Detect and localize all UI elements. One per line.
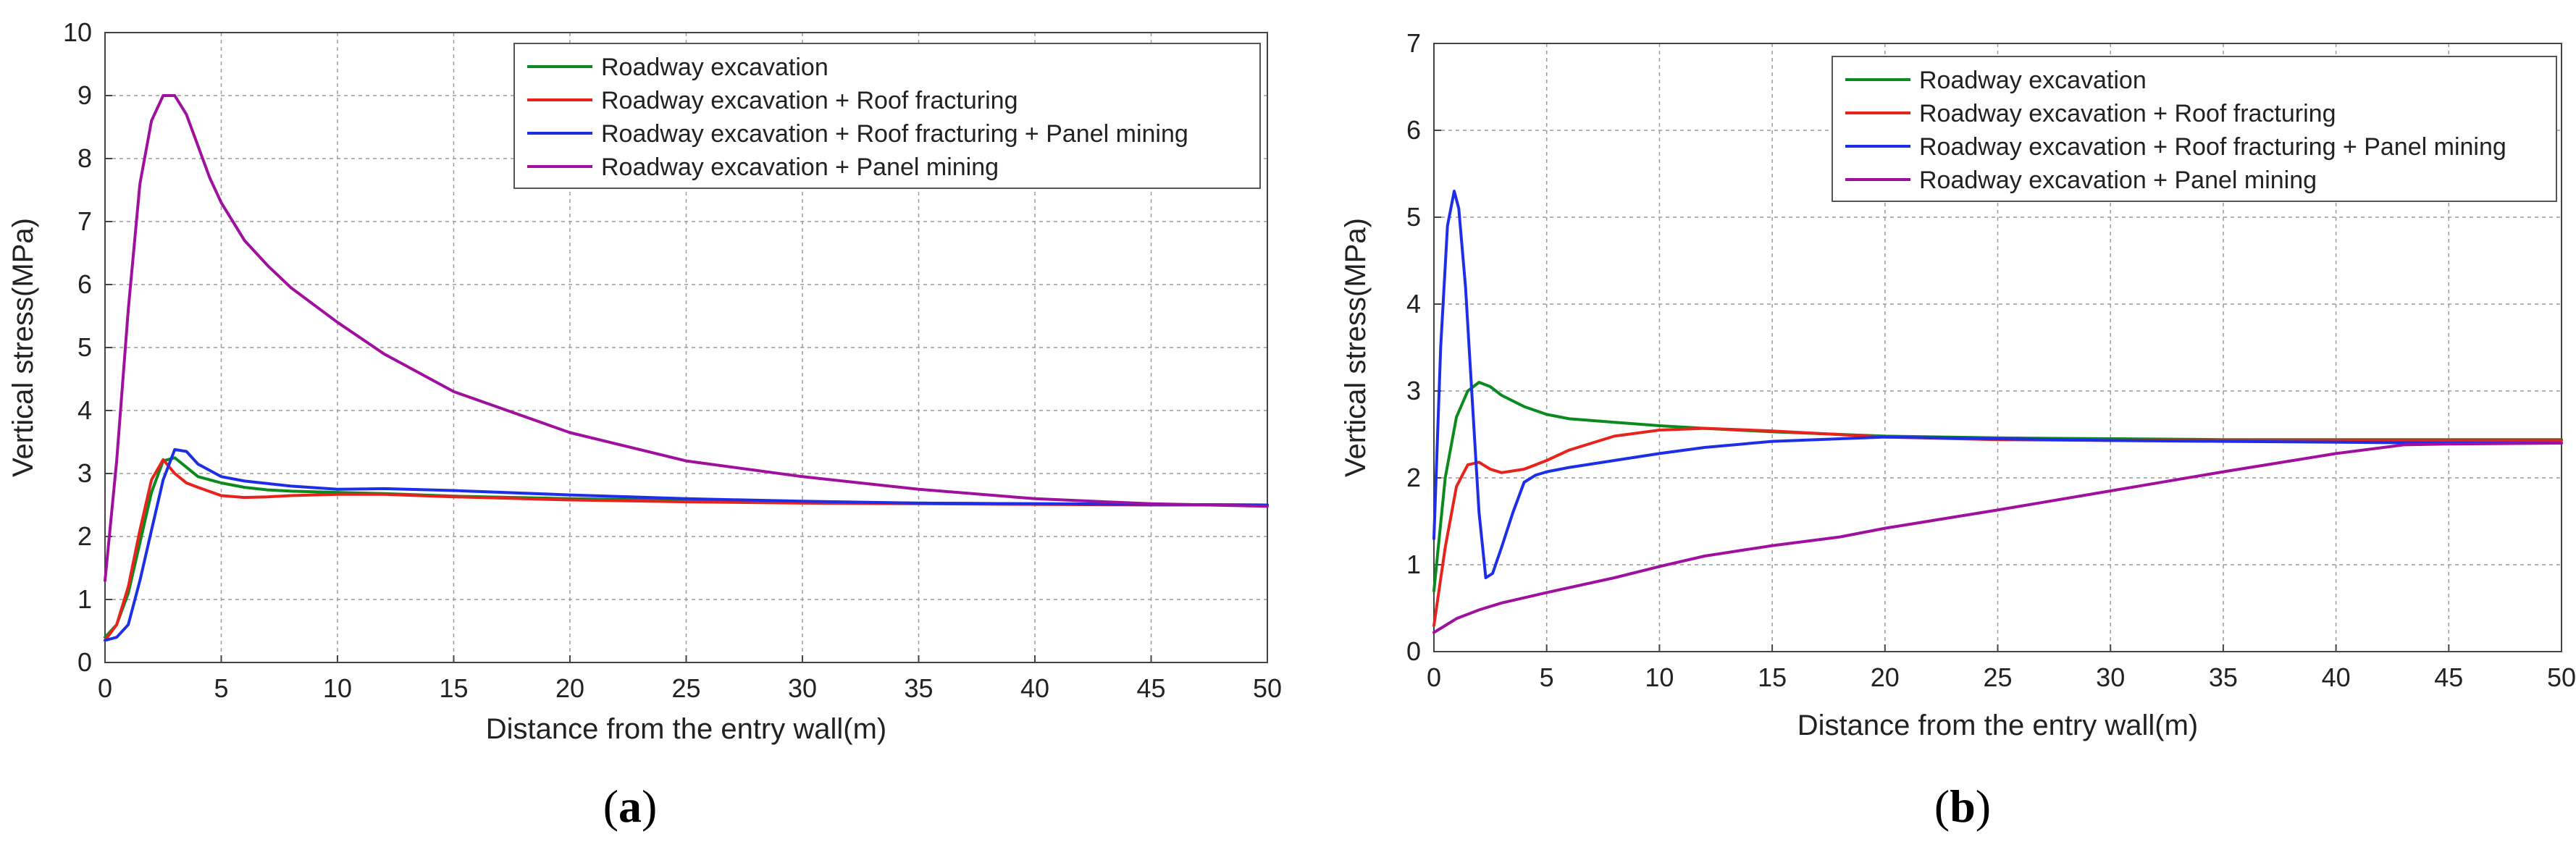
series-line-2 <box>104 458 1269 642</box>
y-axis-label: Vertical stress(MPa) <box>7 218 39 477</box>
x-tick-label: 10 <box>1645 662 1674 692</box>
x-tick-label: 20 <box>555 673 584 703</box>
legend-entry-2: Roadway excavation + Roof fracturing <box>601 87 1018 114</box>
x-tick-label: 10 <box>323 673 352 703</box>
x-tick-label: 20 <box>1871 662 1900 692</box>
legend-box <box>1832 56 2557 202</box>
x-tick-label: 25 <box>1983 662 2012 692</box>
y-tick-label: 0 <box>1406 636 1421 666</box>
x-tick-label: 15 <box>1758 662 1787 692</box>
x-tick-label: 0 <box>1427 662 1441 692</box>
x-tick-label: 0 <box>98 673 112 703</box>
caption-open-paren: ( <box>1934 780 1950 832</box>
legend-entry-1: Roadway excavation <box>1919 67 2147 94</box>
caption-close-paren: ) <box>1976 780 1991 832</box>
y-tick-label: 1 <box>77 584 92 614</box>
y-tick-label: 4 <box>77 395 92 425</box>
y-tick-label: 6 <box>1406 115 1421 145</box>
x-tick-label: 5 <box>1540 662 1554 692</box>
y-tick-label: 2 <box>1406 463 1421 492</box>
x-tick-label: 45 <box>1136 673 1165 703</box>
y-tick-label: 6 <box>77 269 92 299</box>
caption-open-paren: ( <box>603 780 618 832</box>
chart-a: 0 5 10 15 20 25 30 35 40 45 50012345678910Distance… <box>7 17 1282 832</box>
x-tick-label: 30 <box>788 673 817 703</box>
y-tick-label: 8 <box>77 143 92 173</box>
x-tick-label: 50 <box>1253 673 1282 703</box>
legend-entry-4: Roadway excavation + Panel mining <box>601 153 999 181</box>
legend-entry-2: Roadway excavation + Roof fracturing <box>1919 100 2336 127</box>
legend-entry-4: Roadway excavation + Panel mining <box>1919 167 2317 194</box>
caption-letter: a <box>618 780 642 832</box>
legend-entry-3: Roadway excavation + Roof fracturing + P… <box>1919 133 2506 161</box>
y-tick-label: 2 <box>77 521 92 551</box>
y-tick-label: 10 <box>63 17 92 47</box>
x-tick-label: 5 <box>214 673 228 703</box>
x-tick-label: 40 <box>1020 673 1049 703</box>
series-line-4 <box>104 94 1269 582</box>
y-axis-label: Vertical stress(MPa) <box>1340 218 1372 477</box>
y-tick-label: 5 <box>1406 202 1421 232</box>
y-tick-label: 3 <box>77 458 92 488</box>
caption-letter: b <box>1950 780 1976 832</box>
x-tick-label: 30 <box>2096 662 2125 692</box>
panel-caption: (b) <box>1934 780 1991 832</box>
y-tick-label: 4 <box>1406 289 1421 319</box>
x-tick-label: 50 <box>2547 662 2576 692</box>
x-tick-label: 40 <box>2322 662 2351 692</box>
x-tick-label: 35 <box>2209 662 2238 692</box>
legend-box <box>513 43 1261 189</box>
series-line-3 <box>1432 190 2563 579</box>
series-line-4 <box>1432 442 2563 634</box>
y-tick-label: 0 <box>77 647 92 677</box>
y-tick-label: 7 <box>1406 28 1421 58</box>
y-tick-label: 7 <box>77 206 92 236</box>
y-tick-label: 1 <box>1406 550 1421 579</box>
x-tick-label: 25 <box>671 673 700 703</box>
legend-entry-1: Roadway excavation <box>601 54 828 81</box>
x-axis-label: Distance from the entry wall(m) <box>486 713 886 745</box>
x-tick-label: 15 <box>439 673 468 703</box>
y-tick-label: 3 <box>1406 376 1421 405</box>
x-tick-label: 45 <box>2434 662 2463 692</box>
y-tick-label: 5 <box>77 332 92 362</box>
series-line-3 <box>104 447 1269 642</box>
caption-close-paren: ) <box>642 780 657 832</box>
legend-entry-3: Roadway excavation + Roof fracturing + P… <box>601 120 1188 148</box>
y-tick-label: 9 <box>77 80 92 110</box>
x-axis-label: Distance from the entry wall(m) <box>1797 710 2198 741</box>
panel-caption: (a) <box>603 780 658 832</box>
x-tick-label: 35 <box>904 673 933 703</box>
